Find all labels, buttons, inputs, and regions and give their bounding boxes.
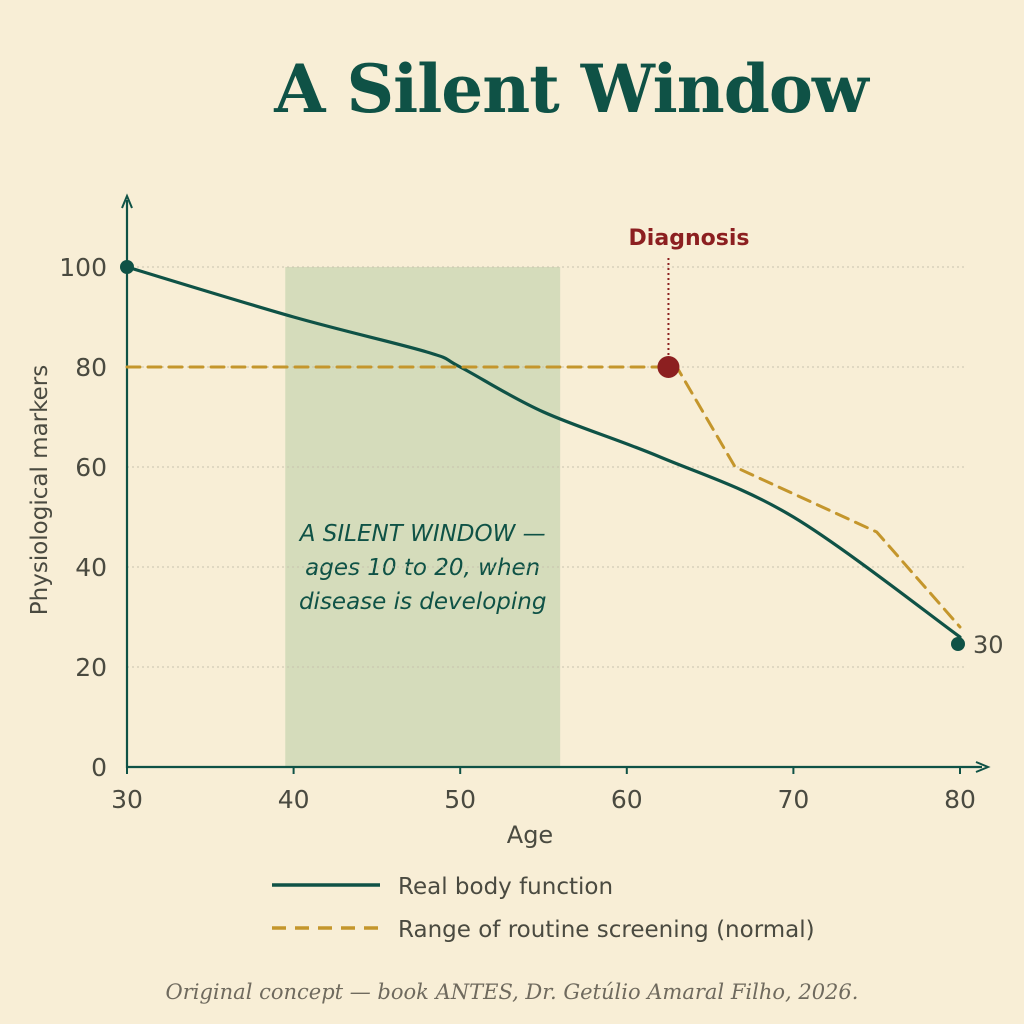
- diagnosis-marker: [657, 356, 680, 378]
- end-marker-label: 30: [973, 631, 1004, 659]
- y-tick-label-1: 20: [75, 653, 107, 682]
- x-axis-arrow: [975, 761, 991, 773]
- y-tick-label-0: 0: [91, 753, 107, 782]
- silent-window-label-line-3: disease is developing: [299, 589, 547, 615]
- y-axis-arrow: [121, 193, 133, 209]
- axes: [121, 193, 991, 774]
- x-tick-label-1: 40: [278, 785, 310, 814]
- start-marker: [120, 260, 134, 274]
- x-tick-label-3: 60: [611, 785, 643, 814]
- series-line-1: [125, 365, 962, 629]
- x-tick-label-5: 80: [944, 785, 976, 814]
- y-axis-label: Physiological markers: [27, 365, 53, 615]
- y-tick-label-4: 80: [75, 353, 107, 382]
- x-tick-label-2: 50: [444, 785, 476, 814]
- silent-window-region: [285, 267, 561, 767]
- diagnosis-annotation: Diagnosis: [629, 226, 750, 357]
- silent-window-label-line-1: A SILENT WINDOW —: [298, 521, 546, 547]
- x-tick-label-4: 70: [777, 785, 809, 814]
- silent-window-label-line-2: ages 10 to 20, when: [305, 555, 540, 581]
- x-axis-label: Age: [507, 821, 553, 849]
- legend: Real body function Range of routine scre…: [272, 874, 815, 943]
- diagnosis-label: Diagnosis: [629, 226, 750, 251]
- legend-label-routine-screening: Range of routine screening (normal): [398, 917, 815, 943]
- footer-credit: Original concept — book ANTES, Dr. Getúl…: [165, 980, 859, 1004]
- y-tick-label-3: 60: [75, 453, 107, 482]
- chart-title: A Silent Window: [274, 50, 868, 128]
- y-tick-label-2: 40: [75, 553, 107, 582]
- x-tick-label-0: 30: [111, 785, 143, 814]
- markers-group: 30: [120, 260, 1004, 659]
- shaded-window: A SILENT WINDOW — ages 10 to 20, when di…: [285, 267, 561, 767]
- series-line-0: [125, 265, 962, 639]
- series-group: [125, 265, 962, 639]
- tick-labels: 30 40 50 60 70 80 0 20 40 60 80 100: [59, 253, 976, 814]
- end-marker: [951, 637, 965, 651]
- y-tick-label-5: 100: [59, 253, 107, 282]
- legend-label-real-body-function: Real body function: [398, 874, 613, 900]
